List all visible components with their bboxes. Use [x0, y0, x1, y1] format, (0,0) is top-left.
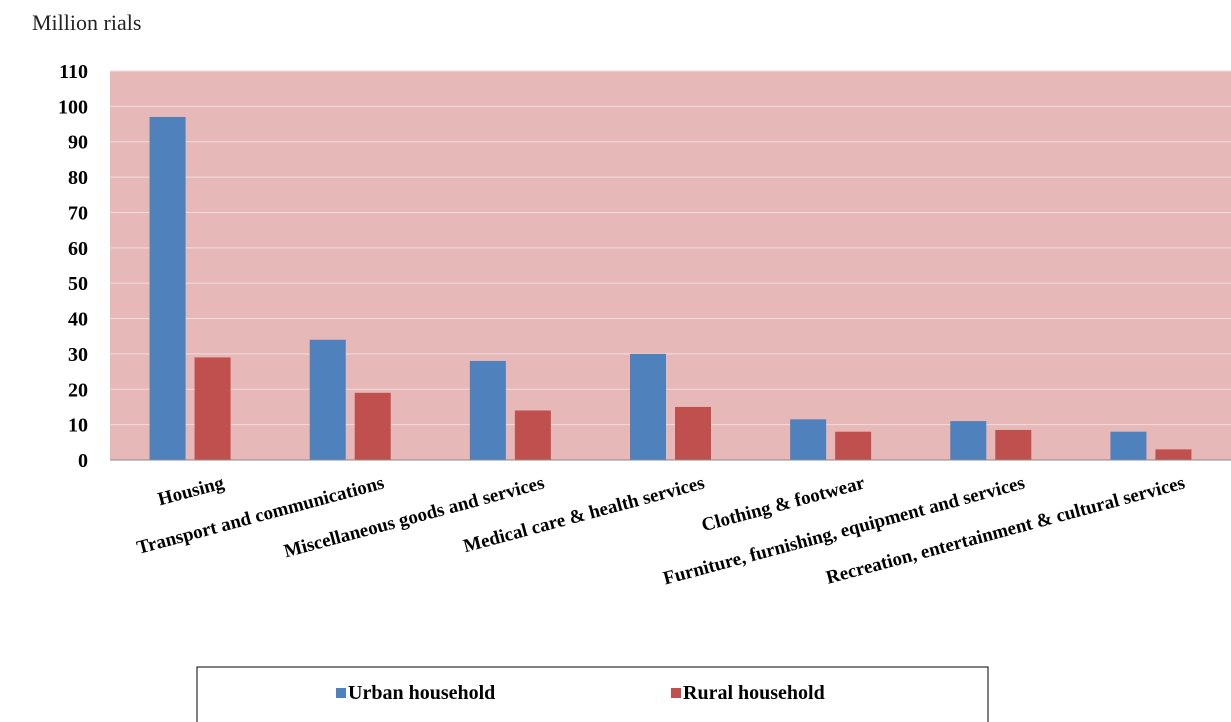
urban-bar — [149, 116, 186, 461]
urban-legend-label: Urban household — [348, 682, 495, 704]
y-axis: 0 10 20 30 40 50 60 70 80 90 100 110 — [58, 61, 88, 472]
bars — [149, 116, 1192, 461]
urban-bar — [790, 419, 827, 460]
gridlines — [110, 70, 1231, 426]
rural-legend-swatch — [671, 688, 681, 698]
y-tick-label: 30 — [68, 344, 88, 366]
y-tick-label: 40 — [68, 309, 88, 331]
rural-bar — [995, 429, 1032, 460]
y-tick-label: 90 — [68, 132, 88, 154]
urban-bar — [309, 339, 346, 460]
legend-box — [196, 666, 989, 722]
urban-bar — [630, 353, 666, 460]
legend: Urban household Rural household — [196, 666, 989, 722]
y-tick-label: 0 — [78, 450, 88, 472]
y-tick-label: 110 — [59, 61, 88, 83]
rural-bar — [514, 410, 551, 460]
y-tick-label: 20 — [68, 379, 88, 401]
rural-bar — [1155, 449, 1192, 460]
x-tick-label: Miscellaneous goods and services — [282, 473, 547, 563]
urban-bar — [1110, 431, 1147, 460]
unit-label: Million rials — [32, 10, 141, 35]
rural-bar — [835, 431, 872, 460]
y-tick-label: 80 — [68, 167, 88, 189]
y-tick-label: 10 — [68, 415, 88, 437]
y-tick-label: 50 — [68, 273, 88, 295]
urban-legend-swatch — [336, 688, 346, 698]
y-tick-label: 100 — [58, 96, 88, 118]
plot-area — [110, 71, 1231, 460]
y-tick-label: 60 — [68, 238, 88, 260]
y-tick-label: 70 — [68, 202, 88, 224]
rural-bar — [194, 357, 231, 460]
rural-bar — [675, 406, 711, 460]
rural-legend-label: Rural household — [683, 682, 825, 704]
rural-bar — [354, 392, 391, 460]
x-tick-label: Housing — [156, 472, 227, 510]
urban-bar — [469, 360, 506, 460]
urban-bar — [950, 421, 987, 460]
